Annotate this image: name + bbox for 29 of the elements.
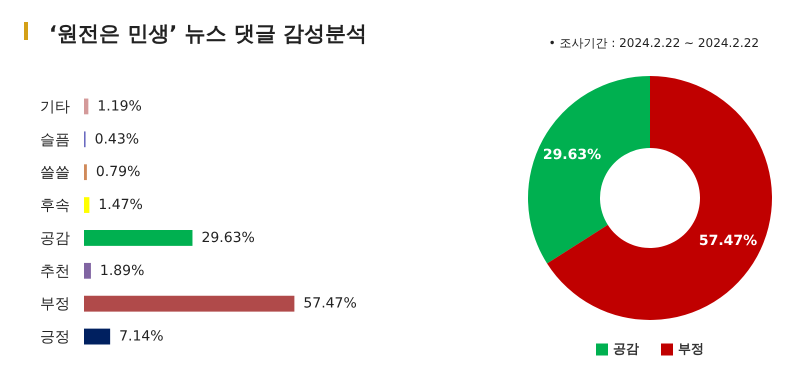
legend-label: 공감 bbox=[613, 342, 639, 357]
data-label: 0.79% bbox=[96, 164, 140, 180]
y-tick-label: 추천 bbox=[40, 262, 70, 280]
y-tick-label: 긍정 bbox=[40, 328, 70, 346]
bar bbox=[84, 296, 294, 312]
y-tick-label: 쓸쓸 bbox=[40, 163, 70, 182]
data-label: 29.63% bbox=[542, 147, 602, 164]
data-label: 1.19% bbox=[97, 98, 142, 114]
bar bbox=[84, 98, 88, 114]
bar bbox=[84, 328, 110, 344]
bar bbox=[84, 197, 90, 213]
bar bbox=[84, 164, 87, 180]
bar bbox=[84, 262, 91, 279]
data-label: 29.63% bbox=[201, 230, 255, 246]
data-label: 57.47% bbox=[303, 296, 357, 312]
y-tick-label: 후속 bbox=[40, 196, 70, 214]
data-label: 7.14% bbox=[119, 328, 164, 345]
y-tick-label: 부정 bbox=[40, 294, 70, 313]
y-tick-label: 기타 bbox=[40, 97, 70, 116]
chart-subtitle: • 조사기간 : 2024.2.22 ~ 2024.2.22 bbox=[548, 36, 760, 50]
data-label: 1.47% bbox=[98, 197, 143, 214]
chart-title: ‘원전은 민생’ 뉴스 댓글 감성분석 bbox=[49, 22, 368, 46]
y-tick-label: 공감 bbox=[40, 228, 70, 247]
data-label: 1.89% bbox=[100, 262, 144, 279]
legend-label: 부정 bbox=[678, 342, 704, 357]
data-label: 0.43% bbox=[94, 131, 140, 148]
y-tick-label: 슬픔 bbox=[40, 130, 70, 148]
data-label: 57.47% bbox=[698, 232, 758, 249]
bar bbox=[84, 230, 192, 246]
